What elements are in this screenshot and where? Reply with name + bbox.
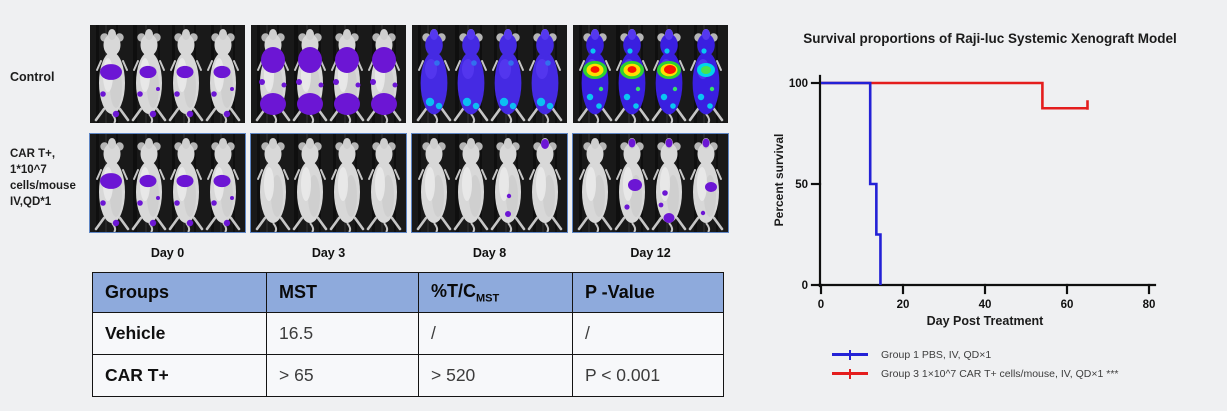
day-label-0: Day 0	[150, 246, 185, 260]
bioluminescence-image	[251, 134, 406, 232]
chart-legend: Group 1 PBS, IV, QD×1 Group 3 1×10^7 CAR…	[832, 345, 1119, 383]
bioluminescence-image	[573, 25, 728, 123]
cell-vehicle-group: Vehicle	[92, 312, 267, 355]
table-header-ttc: %T/CMST	[418, 272, 573, 313]
legend-marker-blue-line	[832, 349, 868, 360]
series-line	[821, 81, 882, 285]
table-header-row: Groups MST %T/CMST P -Value	[92, 272, 724, 313]
x-tick-label: 60	[1061, 299, 1074, 311]
table-header-mst: MST	[266, 272, 419, 313]
table-header-pvalue-text: P -Value	[585, 282, 655, 302]
imaging-panel-row0-day1	[251, 25, 406, 123]
cell-vehicle-mst: 16.5	[266, 312, 419, 355]
table-header-groups: Groups	[92, 272, 267, 313]
day-label-8: Day 8	[472, 246, 507, 260]
x-tick-label: 20	[897, 299, 910, 311]
cell-cart-group: CAR T+	[92, 354, 267, 397]
row-label-car-t-line3: cells/mouse	[10, 180, 76, 192]
bioluminescence-image	[251, 25, 406, 123]
row-label-car-t-line1: CAR T+,	[10, 148, 56, 160]
y-tick-label: 0	[802, 280, 808, 292]
legend-marker-red-line	[832, 368, 868, 379]
imaging-panel-row1-day2	[411, 133, 568, 233]
mouse-imaging-strips	[89, 25, 734, 233]
bioluminescence-image	[412, 134, 567, 232]
y-tick-label: 50	[795, 179, 808, 191]
bioluminescence-image	[90, 134, 245, 232]
table-header-mst-text: MST	[279, 282, 317, 302]
table-header-ttc-subscript: MST	[476, 292, 500, 305]
row-label-control: Control	[10, 70, 55, 84]
day-label-3: Day 3	[311, 246, 346, 260]
table-header-pvalue: P -Value	[572, 272, 724, 313]
cell-vehicle-ttc: /	[418, 312, 573, 355]
survival-chart-section: Survival proportions of Raji-luc Systemi…	[770, 18, 1227, 411]
legend-label-group1: Group 1 PBS, IV, QD×1	[881, 348, 992, 361]
cell-cart-mst: > 65	[266, 354, 419, 397]
results-table: Groups MST %T/CMST P -Value Vehicle 16.5…	[92, 272, 724, 397]
imaging-panel-row1-day0	[89, 133, 246, 233]
bioluminescence-image	[412, 25, 567, 123]
table-header-groups-text: Groups	[105, 282, 170, 302]
x-axis-label: Day Post Treatment	[926, 314, 1044, 328]
cell-vehicle-pvalue: /	[572, 312, 724, 355]
x-tick-label: 0	[818, 299, 824, 311]
censor-tick-icon	[848, 368, 851, 379]
bioluminescence-image	[90, 25, 245, 123]
censor-tick-icon	[848, 349, 851, 360]
row-label-car-t: CAR T+, 1*10^7 cells/mouse IV,QD*1	[10, 146, 76, 210]
survival-chart-plot: 0 50 100 0 20 40 60 80	[789, 74, 1157, 311]
x-tick-label: 80	[1143, 299, 1156, 311]
cell-cart-pvalue: P < 0.001	[572, 354, 724, 397]
chart-title: Survival proportions of Raji-luc Systemi…	[803, 31, 1177, 46]
day-label-12: Day 12	[630, 246, 671, 260]
legend-label-group3: Group 3 1×10^7 CAR T+ cells/mouse, IV, Q…	[881, 367, 1119, 380]
imaging-panel-row0-day3	[573, 25, 728, 123]
imaging-panel-row0-day2	[412, 25, 567, 123]
table-header-ttc-text: %T/C	[431, 280, 476, 301]
legend-item-group1: Group 1 PBS, IV, QD×1	[832, 345, 1119, 364]
row-label-car-t-line2: 1*10^7	[10, 164, 47, 176]
series-line	[821, 81, 1088, 110]
imaging-panel-row1-day3	[572, 133, 729, 233]
legend-item-group3: Group 3 1×10^7 CAR T+ cells/mouse, IV, Q…	[832, 364, 1119, 383]
bioluminescence-image	[573, 134, 728, 232]
imaging-panel-row1-day1	[250, 133, 407, 233]
cell-cart-ttc: > 520	[418, 354, 573, 397]
table-row-vehicle: Vehicle 16.5 / /	[92, 312, 724, 355]
x-tick-label: 40	[979, 299, 992, 311]
row-label-car-t-line4: IV,QD*1	[10, 196, 52, 208]
imaging-panel-row0-day0	[90, 25, 245, 123]
table-row-car-t: CAR T+ > 65 > 520 P < 0.001	[92, 354, 724, 397]
y-tick-label: 100	[789, 78, 808, 90]
